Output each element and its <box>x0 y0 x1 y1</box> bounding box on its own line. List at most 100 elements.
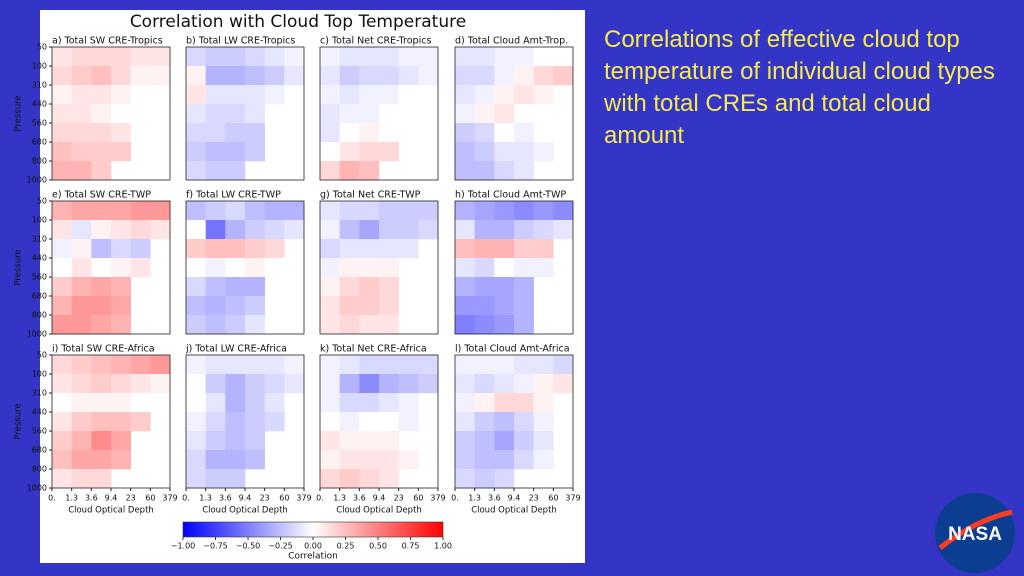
heatmap-cell <box>71 258 92 278</box>
heatmap-cell <box>264 85 285 105</box>
heatmap-cell <box>474 66 495 86</box>
heatmap-cell <box>130 85 151 105</box>
x-tick-label: 9.4 <box>373 494 386 503</box>
heatmap-cell <box>533 47 554 67</box>
panel-frame <box>51 46 171 181</box>
y-tick-label: 800 <box>32 311 47 320</box>
x-tick-label: 9.4 <box>105 494 118 503</box>
y-tick-label: 800 <box>32 465 47 474</box>
heatmap-cell <box>130 412 151 432</box>
heatmap-cell <box>111 201 131 221</box>
heatmap-cell <box>494 393 515 413</box>
heatmap-cell <box>474 450 495 470</box>
heatmap-cell <box>494 469 515 489</box>
heatmap-cell <box>455 85 475 105</box>
heatmap-cell <box>379 277 399 297</box>
heatmap-cell <box>514 374 534 394</box>
heatmap-cell <box>150 47 171 67</box>
heatmap-cell <box>111 104 131 124</box>
heatmap-cell <box>245 450 265 470</box>
heatmap-cell <box>455 393 475 413</box>
heatmap-cell <box>205 355 226 375</box>
heatmap-cell <box>52 450 72 470</box>
heatmap-cell <box>71 123 92 143</box>
heatmap-cell <box>91 393 112 413</box>
heatmap-cell <box>418 66 439 86</box>
heatmap-cell <box>186 104 206 124</box>
heatmap-cell <box>52 258 72 278</box>
heatmap-cell <box>474 412 495 432</box>
heatmap-cell <box>91 431 112 451</box>
heatmap-cell <box>474 258 495 278</box>
heatmap-cell <box>186 412 206 432</box>
heatmap-cell <box>52 104 72 124</box>
heatmap-cell <box>52 315 72 335</box>
heatmap-cell <box>320 374 340 394</box>
heatmap-cell <box>205 85 226 105</box>
heatmap-cell <box>320 277 340 297</box>
heatmap-cell <box>186 277 206 297</box>
heatmap-cell <box>455 450 475 470</box>
heatmap-cell <box>130 220 151 240</box>
heatmap-cell <box>514 450 534 470</box>
heatmap-cell <box>398 374 419 394</box>
heatmap-cell <box>186 374 206 394</box>
y-tick-label: 310 <box>32 81 47 90</box>
heatmap-cell <box>533 85 554 105</box>
heatmap-cell <box>245 47 265 67</box>
colorbar-tick-label: 0.25 <box>337 542 355 551</box>
heatmap-cell <box>339 374 360 394</box>
heatmap-cell <box>320 142 340 162</box>
heatmap-cell <box>320 85 340 105</box>
heatmap-cell <box>71 393 92 413</box>
heatmap-cell <box>339 66 360 86</box>
colorbar-tick-label: −0.25 <box>268 542 293 551</box>
heatmap-cell <box>533 201 554 221</box>
heatmap-cell <box>320 161 340 181</box>
heatmap-cell <box>186 66 206 86</box>
y-tick-label: 100 <box>32 62 47 71</box>
x-tick-label: 1.3 <box>65 494 78 503</box>
heatmap-cell <box>379 85 399 105</box>
heatmap-cell <box>533 393 554 413</box>
y-tick-label: 50 <box>37 351 47 360</box>
y-tick-label: 560 <box>32 273 47 282</box>
heatmap-cell <box>359 123 380 143</box>
heatmap-cell <box>418 47 439 67</box>
x-tick-label: 60 <box>145 494 155 503</box>
x-tick-label: 379 <box>565 494 580 503</box>
heatmap-cell <box>320 412 340 432</box>
heatmap-cell <box>111 296 131 316</box>
heatmap-cell <box>379 469 399 489</box>
heatmap-cell <box>533 142 554 162</box>
heatmap-cell <box>225 161 246 181</box>
heatmap-cell <box>379 239 399 259</box>
heatmap-cell <box>455 296 475 316</box>
x-tick-label: 60 <box>413 494 423 503</box>
x-tick-label: 9.4 <box>239 494 252 503</box>
heatmap-cell <box>186 258 206 278</box>
heatmap-cell <box>71 142 92 162</box>
heatmap-cell <box>91 142 112 162</box>
heatmap-cell <box>455 277 475 297</box>
heatmap-cell <box>245 239 265 259</box>
heatmap-cell <box>474 469 495 489</box>
heatmap-cell <box>533 412 554 432</box>
heatmap-cell <box>514 431 534 451</box>
heatmap-cell <box>111 239 131 259</box>
heatmap-cell <box>514 47 534 67</box>
heatmap-cell <box>91 412 112 432</box>
heatmap-cell <box>379 66 399 86</box>
heatmap-cell <box>455 315 475 335</box>
heatmap-cell <box>494 277 515 297</box>
heatmap-cell <box>91 220 112 240</box>
heatmap-cell <box>130 393 151 413</box>
heatmap-cell <box>205 431 226 451</box>
heatmap-cell <box>52 239 72 259</box>
heatmap-cell <box>130 201 151 221</box>
heatmap-cell <box>533 239 554 259</box>
heatmap-cell <box>71 104 92 124</box>
heatmap-cell <box>150 201 171 221</box>
heatmap-cell <box>455 66 475 86</box>
